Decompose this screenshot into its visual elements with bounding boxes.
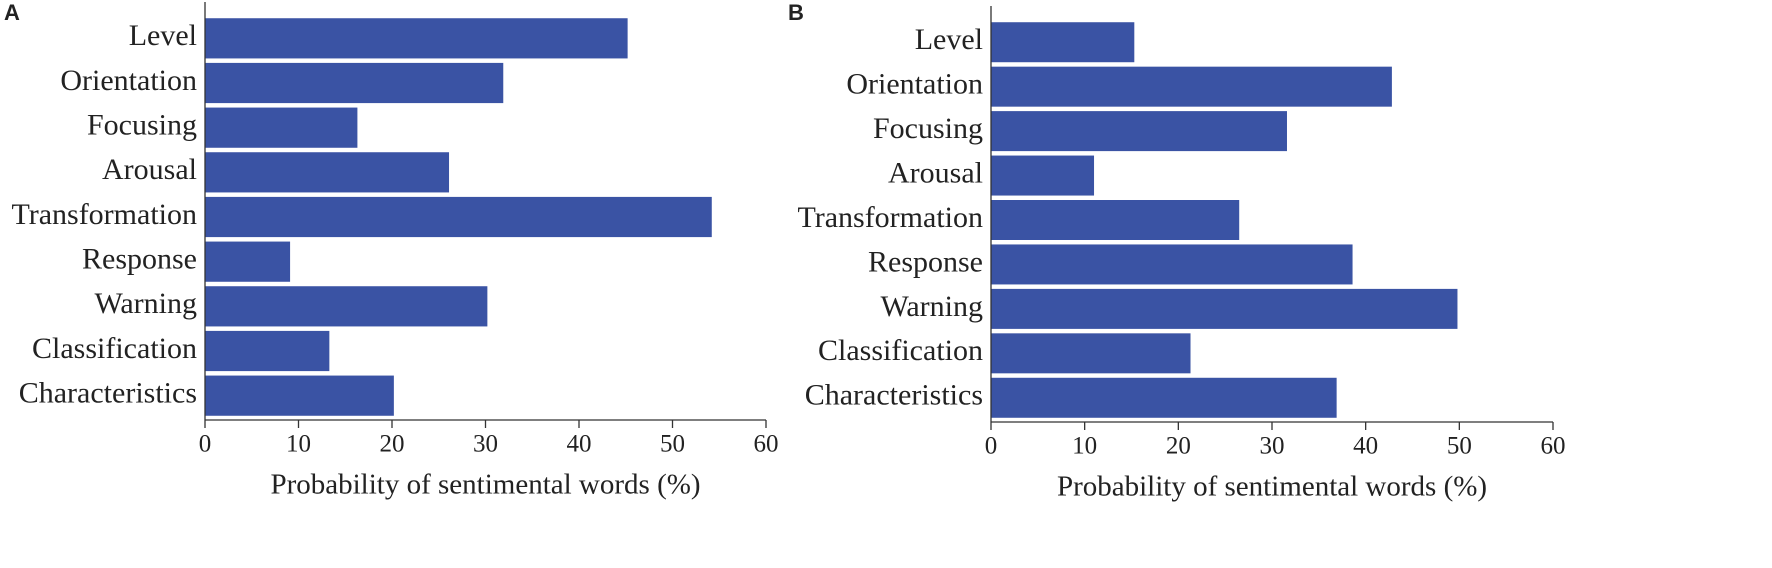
y-tick-label: Classification [32, 332, 197, 365]
bar [205, 241, 291, 282]
x-tick-label: 60 [1541, 433, 1566, 460]
x-axis-title: Probability of sentimental words (%) [270, 469, 700, 501]
bar [991, 200, 1240, 240]
y-tick-label: Focusing [873, 112, 983, 145]
bar [991, 288, 1458, 329]
x-tick-label: 30 [1260, 433, 1285, 460]
x-tick-label: 10 [286, 431, 311, 458]
x-tick-label: 0 [985, 433, 998, 460]
y-tick-label: Response [868, 245, 983, 278]
y-tick-label: Characteristics [19, 377, 197, 410]
panel-label: B [788, 0, 804, 25]
bar [991, 333, 1191, 374]
bar [205, 18, 628, 59]
bar [991, 377, 1337, 418]
y-tick-label: Classification [818, 334, 983, 367]
x-axis-title: Probability of sentimental words (%) [1057, 471, 1487, 503]
x-tick-label: 40 [567, 431, 592, 458]
bar [205, 330, 330, 372]
bar [205, 62, 504, 104]
bar [205, 107, 358, 148]
y-tick-label: Focusing [87, 109, 197, 142]
bar [991, 155, 1095, 196]
y-tick-label: Warning [94, 287, 197, 320]
x-tick-label: 60 [754, 431, 779, 458]
bar [991, 111, 1287, 152]
x-tick-label: 0 [199, 431, 212, 458]
x-tick-label: 30 [473, 431, 498, 458]
y-tick-label: Characteristics [805, 379, 983, 412]
x-tick-label: 50 [1447, 433, 1472, 460]
y-tick-label: Orientation [846, 68, 983, 101]
x-tick-label: 20 [380, 431, 405, 458]
y-tick-label: Arousal [102, 153, 197, 186]
y-tick-label: Level [915, 23, 983, 56]
x-tick-label: 40 [1353, 433, 1378, 460]
bar [991, 244, 1353, 285]
y-tick-label: Response [82, 243, 197, 276]
y-tick-label: Arousal [888, 156, 983, 189]
x-tick-label: 50 [660, 431, 685, 458]
bar [205, 196, 712, 238]
panel-label: A [4, 0, 20, 25]
y-tick-label: Warning [880, 290, 983, 323]
bar [205, 375, 394, 416]
bar [991, 22, 1135, 63]
bar [205, 152, 450, 193]
bar [205, 286, 488, 327]
y-tick-label: Transformation [11, 198, 197, 231]
bar [991, 66, 1392, 107]
x-tick-label: 20 [1166, 433, 1191, 460]
x-tick-label: 10 [1072, 433, 1097, 460]
y-tick-label: Orientation [60, 64, 197, 97]
y-tick-label: Transformation [797, 201, 983, 234]
y-tick-label: Level [129, 19, 197, 52]
